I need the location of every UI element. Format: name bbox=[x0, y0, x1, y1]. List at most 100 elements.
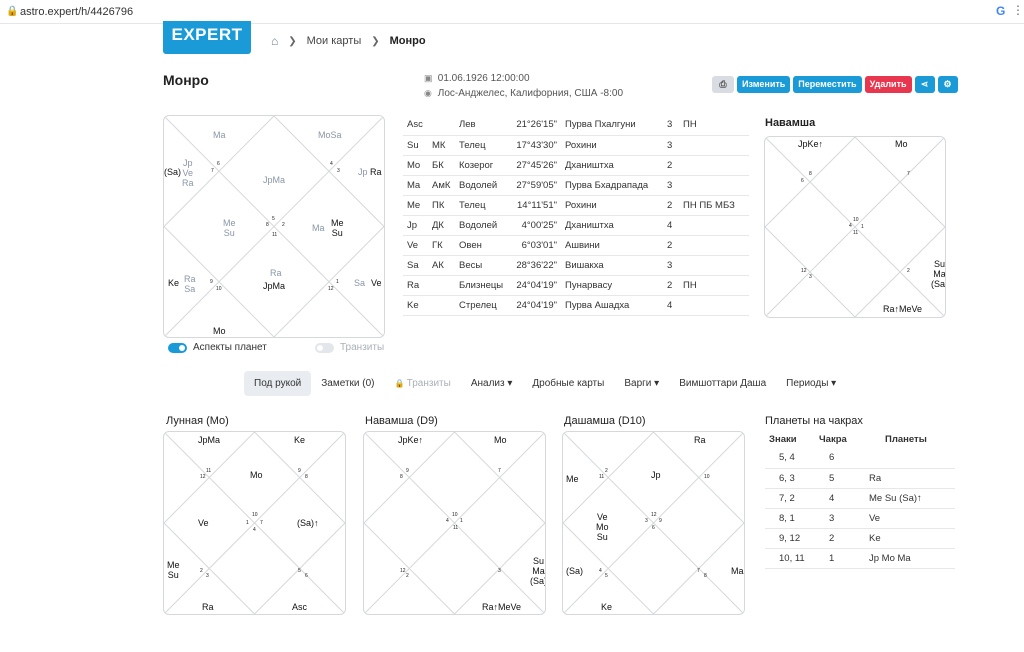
house-number: 10 bbox=[216, 286, 222, 292]
chart-grid-line bbox=[164, 432, 255, 524]
share-button[interactable]: ⋖ bbox=[914, 76, 935, 93]
lock-icon: 🔒 bbox=[6, 6, 19, 17]
tab-item[interactable]: Дробные карты bbox=[522, 371, 614, 396]
planet-label: Me bbox=[566, 474, 579, 484]
chart-grid-line bbox=[254, 522, 345, 614]
lock-icon: 🔒 bbox=[394, 379, 407, 388]
edit-button[interactable]: Изменить bbox=[737, 76, 791, 93]
house-number: 10 bbox=[252, 512, 258, 518]
chart-grid-line bbox=[164, 432, 345, 614]
house-number: 8 bbox=[400, 474, 403, 480]
aspects-toggle[interactable]: Аспекты планет bbox=[168, 342, 267, 353]
table-row[interactable]: Sa АК Весы 28°36'22" Вишакха 3 bbox=[403, 255, 749, 276]
tab-item[interactable]: 🔒 Транзиты bbox=[384, 371, 460, 396]
table-row: 8, 1 3 Ve bbox=[765, 508, 955, 529]
house-number: 4 bbox=[599, 568, 602, 574]
url-text[interactable]: astro.expert/h/4426796 bbox=[20, 6, 134, 18]
tab-item[interactable]: Заметки (0) bbox=[311, 371, 384, 396]
tab-item[interactable]: Периоды ▾ bbox=[776, 371, 846, 396]
table-cell: Sa bbox=[403, 255, 428, 276]
settings-button[interactable]: ⚙ bbox=[937, 76, 958, 93]
table-row[interactable]: Asc Лев 21°26'15" Пурва Пхалгуни 3 ПН bbox=[403, 115, 749, 136]
house-number: 3 bbox=[498, 568, 501, 574]
print-button[interactable]: ⎙ bbox=[712, 76, 734, 93]
house-number: 1 bbox=[861, 224, 864, 230]
move-button[interactable]: Переместить bbox=[793, 76, 862, 93]
table-cell bbox=[679, 235, 749, 256]
delete-button[interactable]: Удалить bbox=[864, 76, 912, 93]
d10-chart[interactable]: Ra Me Jp Ve Mo Su (Sa) Ma Ke 2 11 10 12 3 9 6 4 5 7 8 bbox=[562, 431, 745, 615]
table-row[interactable]: Ra Близнецы 24°04'19" Пунарвасу 2 ПН bbox=[403, 275, 749, 296]
table-cell: Овен bbox=[455, 235, 511, 256]
tab-label: Транзиты bbox=[406, 378, 451, 389]
table-cell: Ra bbox=[403, 275, 428, 296]
house-number: 11 bbox=[206, 468, 212, 474]
navamsha-title: Навамша bbox=[765, 117, 816, 129]
table-cell: Козерог bbox=[455, 155, 511, 176]
table-cell: Водолей bbox=[455, 215, 511, 236]
planet-label: JpKe↑ bbox=[798, 139, 824, 149]
planet-label: Ra bbox=[694, 435, 706, 445]
tab-label: Под рукой bbox=[254, 378, 302, 389]
browser-address-bar[interactable]: 🔒 astro.expert/h/4426796 G ⋮ bbox=[0, 0, 1024, 24]
tab-label: Заметки (0) bbox=[321, 378, 375, 389]
tab-item[interactable]: Под рукой bbox=[244, 371, 312, 396]
table-cell: МК bbox=[428, 135, 455, 156]
table-cell: Me bbox=[403, 195, 428, 216]
transits-toggle[interactable]: Транзиты bbox=[315, 342, 384, 353]
google-icon[interactable]: G bbox=[996, 4, 1006, 18]
tab-item[interactable]: Вимшоттари Даша bbox=[669, 371, 776, 396]
table-cell: 5 bbox=[815, 468, 865, 489]
table-cell: 5, 4 bbox=[765, 448, 815, 469]
column-header: Планеты bbox=[885, 434, 927, 445]
aspects-switch[interactable] bbox=[168, 342, 187, 353]
table-row: 9, 12 2 Ke bbox=[765, 528, 955, 549]
chart-grid-line bbox=[254, 432, 345, 524]
table-cell: 14°11'51" bbox=[511, 195, 561, 216]
tab-item[interactable]: Анализ ▾ bbox=[461, 371, 523, 396]
table-cell: Пурва Ашадха bbox=[561, 295, 663, 316]
chart-grid-lines bbox=[164, 432, 345, 614]
tab-item[interactable]: Варги ▾ bbox=[614, 371, 669, 396]
chart-grid-line bbox=[653, 522, 744, 614]
d9-chart[interactable]: JpKe↑ Mo Su Ma (Sa) Ra↑MeVe 9 8 7 10 4 1 11 12 2 3 bbox=[363, 431, 546, 615]
house-number: 2 bbox=[282, 222, 285, 228]
planet-label: (Sa) bbox=[164, 167, 182, 177]
table-row[interactable]: Ma АмК Водолей 27°59'05" Пурва Бхадрапада 3 bbox=[403, 175, 749, 196]
chevron-right-icon: ❯ bbox=[371, 35, 380, 47]
table-cell: Лев bbox=[455, 115, 511, 136]
site-logo[interactable]: EXPERT bbox=[163, 21, 251, 54]
table-row[interactable]: Su МК Телец 17°43'30" Рохини 3 bbox=[403, 135, 749, 156]
table-cell bbox=[679, 155, 749, 176]
table-row[interactable]: Ke Стрелец 24°04'19" Пурва Ашадха 4 bbox=[403, 295, 749, 316]
table-cell: 9, 12 bbox=[765, 528, 815, 549]
table-row[interactable]: Me ПК Телец 14°11'51" Рохини 2 ПН ПБ МБЗ bbox=[403, 195, 749, 216]
lunar-chart[interactable]: JpMa Ke Mo Ve (Sa)↑ Me Su Ra Asc 11 12 9 8 10 1 7 4 2 3 5 6 bbox=[163, 431, 346, 615]
home-icon[interactable]: ⌂ bbox=[271, 34, 279, 48]
house-number: 1 bbox=[246, 520, 249, 526]
house-number: 2 bbox=[605, 468, 608, 474]
transits-switch[interactable] bbox=[315, 342, 334, 353]
table-cell: Ve bbox=[865, 508, 955, 529]
house-number: 3 bbox=[645, 518, 648, 524]
table-row[interactable]: Mo БК Козерог 27°45'26" Дхаништха 2 bbox=[403, 155, 749, 176]
house-number: 9 bbox=[659, 518, 662, 524]
table-row[interactable]: Ve ГК Овен 6°03'01" Ашвини 2 bbox=[403, 235, 749, 256]
table-cell: Стрелец bbox=[455, 295, 511, 316]
planet-label: Su Ma (Sa) bbox=[530, 556, 546, 586]
birth-datetime: 01.06.1926 12:00:00 bbox=[437, 73, 530, 84]
table-cell: ГК bbox=[428, 235, 455, 256]
house-number: 12 bbox=[200, 474, 206, 480]
breadcrumb-my-charts[interactable]: Мои карты bbox=[306, 35, 362, 47]
house-number: 7 bbox=[211, 168, 214, 174]
table-row[interactable]: Jp ДК Водолей 4°00'25" Дхаништха 4 bbox=[403, 215, 749, 236]
planet-label: Ra bbox=[370, 167, 382, 177]
table-cell: ДК bbox=[428, 215, 455, 236]
column-header: Чакра bbox=[819, 434, 847, 445]
table-cell: Ашвини bbox=[561, 235, 663, 256]
menu-dots-icon[interactable]: ⋮ bbox=[1012, 3, 1024, 17]
rasi-chart[interactable]: Ma MoSa Jp Ve Ra (Sa) JpMa Jp Ra Me Su Ma Me Su Ra… bbox=[163, 115, 385, 338]
table-cell: 21°26'15" bbox=[511, 115, 561, 136]
table-cell: Телец bbox=[455, 195, 511, 216]
